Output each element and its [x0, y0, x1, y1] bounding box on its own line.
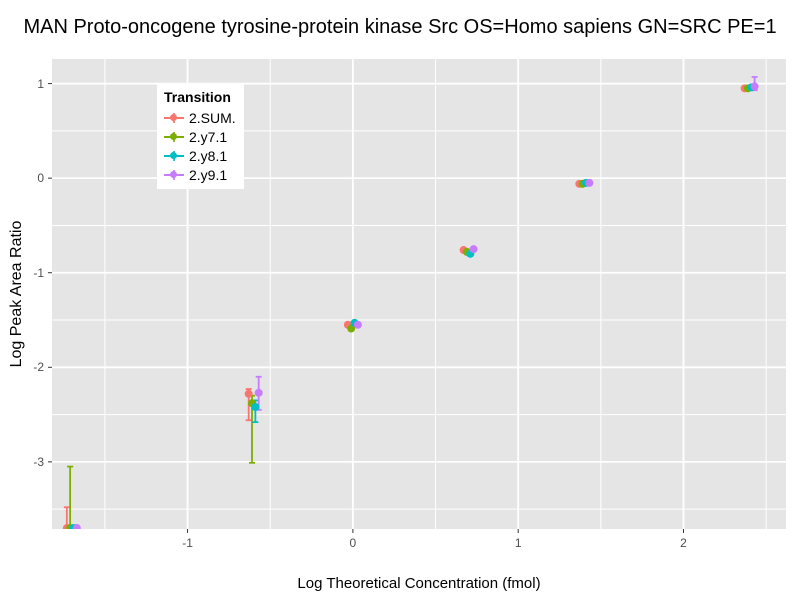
legend-items: 2.SUM. 2.y7.1 2.y8.1 2.y9.1	[164, 108, 236, 184]
legend-point-line-icon	[164, 168, 184, 182]
data-point-2.y9.1	[585, 178, 594, 187]
data-point-2.y9.1	[353, 320, 362, 329]
x-axis-title: Log Theoretical Concentration (fmol)	[297, 575, 541, 592]
x-tick-label: 1	[514, 536, 522, 550]
legend-item-label: 2.y7.1	[189, 128, 228, 145]
data-point-2.y9.1	[750, 82, 759, 91]
legend-item-2.y7.1: 2.y7.1	[164, 127, 236, 146]
y-tick-label: -1	[33, 265, 44, 280]
legend-title: Transition	[164, 89, 231, 105]
y-tick-label: 1	[37, 76, 44, 91]
legend-point-line-icon	[164, 149, 184, 163]
x-tick-label: 0	[349, 536, 357, 550]
legend-item-2.y8.1: 2.y8.1	[164, 146, 236, 165]
legend-item-label: 2.SUM.	[189, 109, 236, 126]
legend-point-line-icon	[164, 111, 184, 125]
data-point-2.SUM.	[244, 389, 253, 398]
data-point-2.y8.1	[251, 403, 260, 412]
x-tick-label: 2	[680, 536, 687, 550]
y-tick-label: -2	[33, 360, 44, 375]
data-point-2.y9.1	[254, 388, 263, 397]
legend-item-2.SUM.: 2.SUM.	[164, 108, 236, 127]
y-axis-title: Log Peak Area Ratio	[8, 220, 25, 368]
legend-item-label: 2.y8.1	[189, 147, 228, 164]
legend-item-2.y9.1: 2.y9.1	[164, 165, 236, 184]
data-layer	[62, 76, 759, 529]
data-point-2.y9.1	[469, 245, 478, 254]
legend: Transition 2.SUM. 2.y7.1 2.y8.1 2.y9.1	[157, 84, 244, 189]
x-tick-label: -1	[182, 536, 193, 550]
chart-title: MAN Proto-oncogene tyrosine-protein kina…	[23, 16, 777, 38]
y-tick-label: -3	[33, 454, 44, 469]
y-tick-label: 0	[37, 171, 44, 186]
legend-point-line-icon	[164, 130, 184, 144]
data-point-2.y9.1	[72, 524, 81, 529]
legend-item-label: 2.y9.1	[189, 166, 228, 183]
